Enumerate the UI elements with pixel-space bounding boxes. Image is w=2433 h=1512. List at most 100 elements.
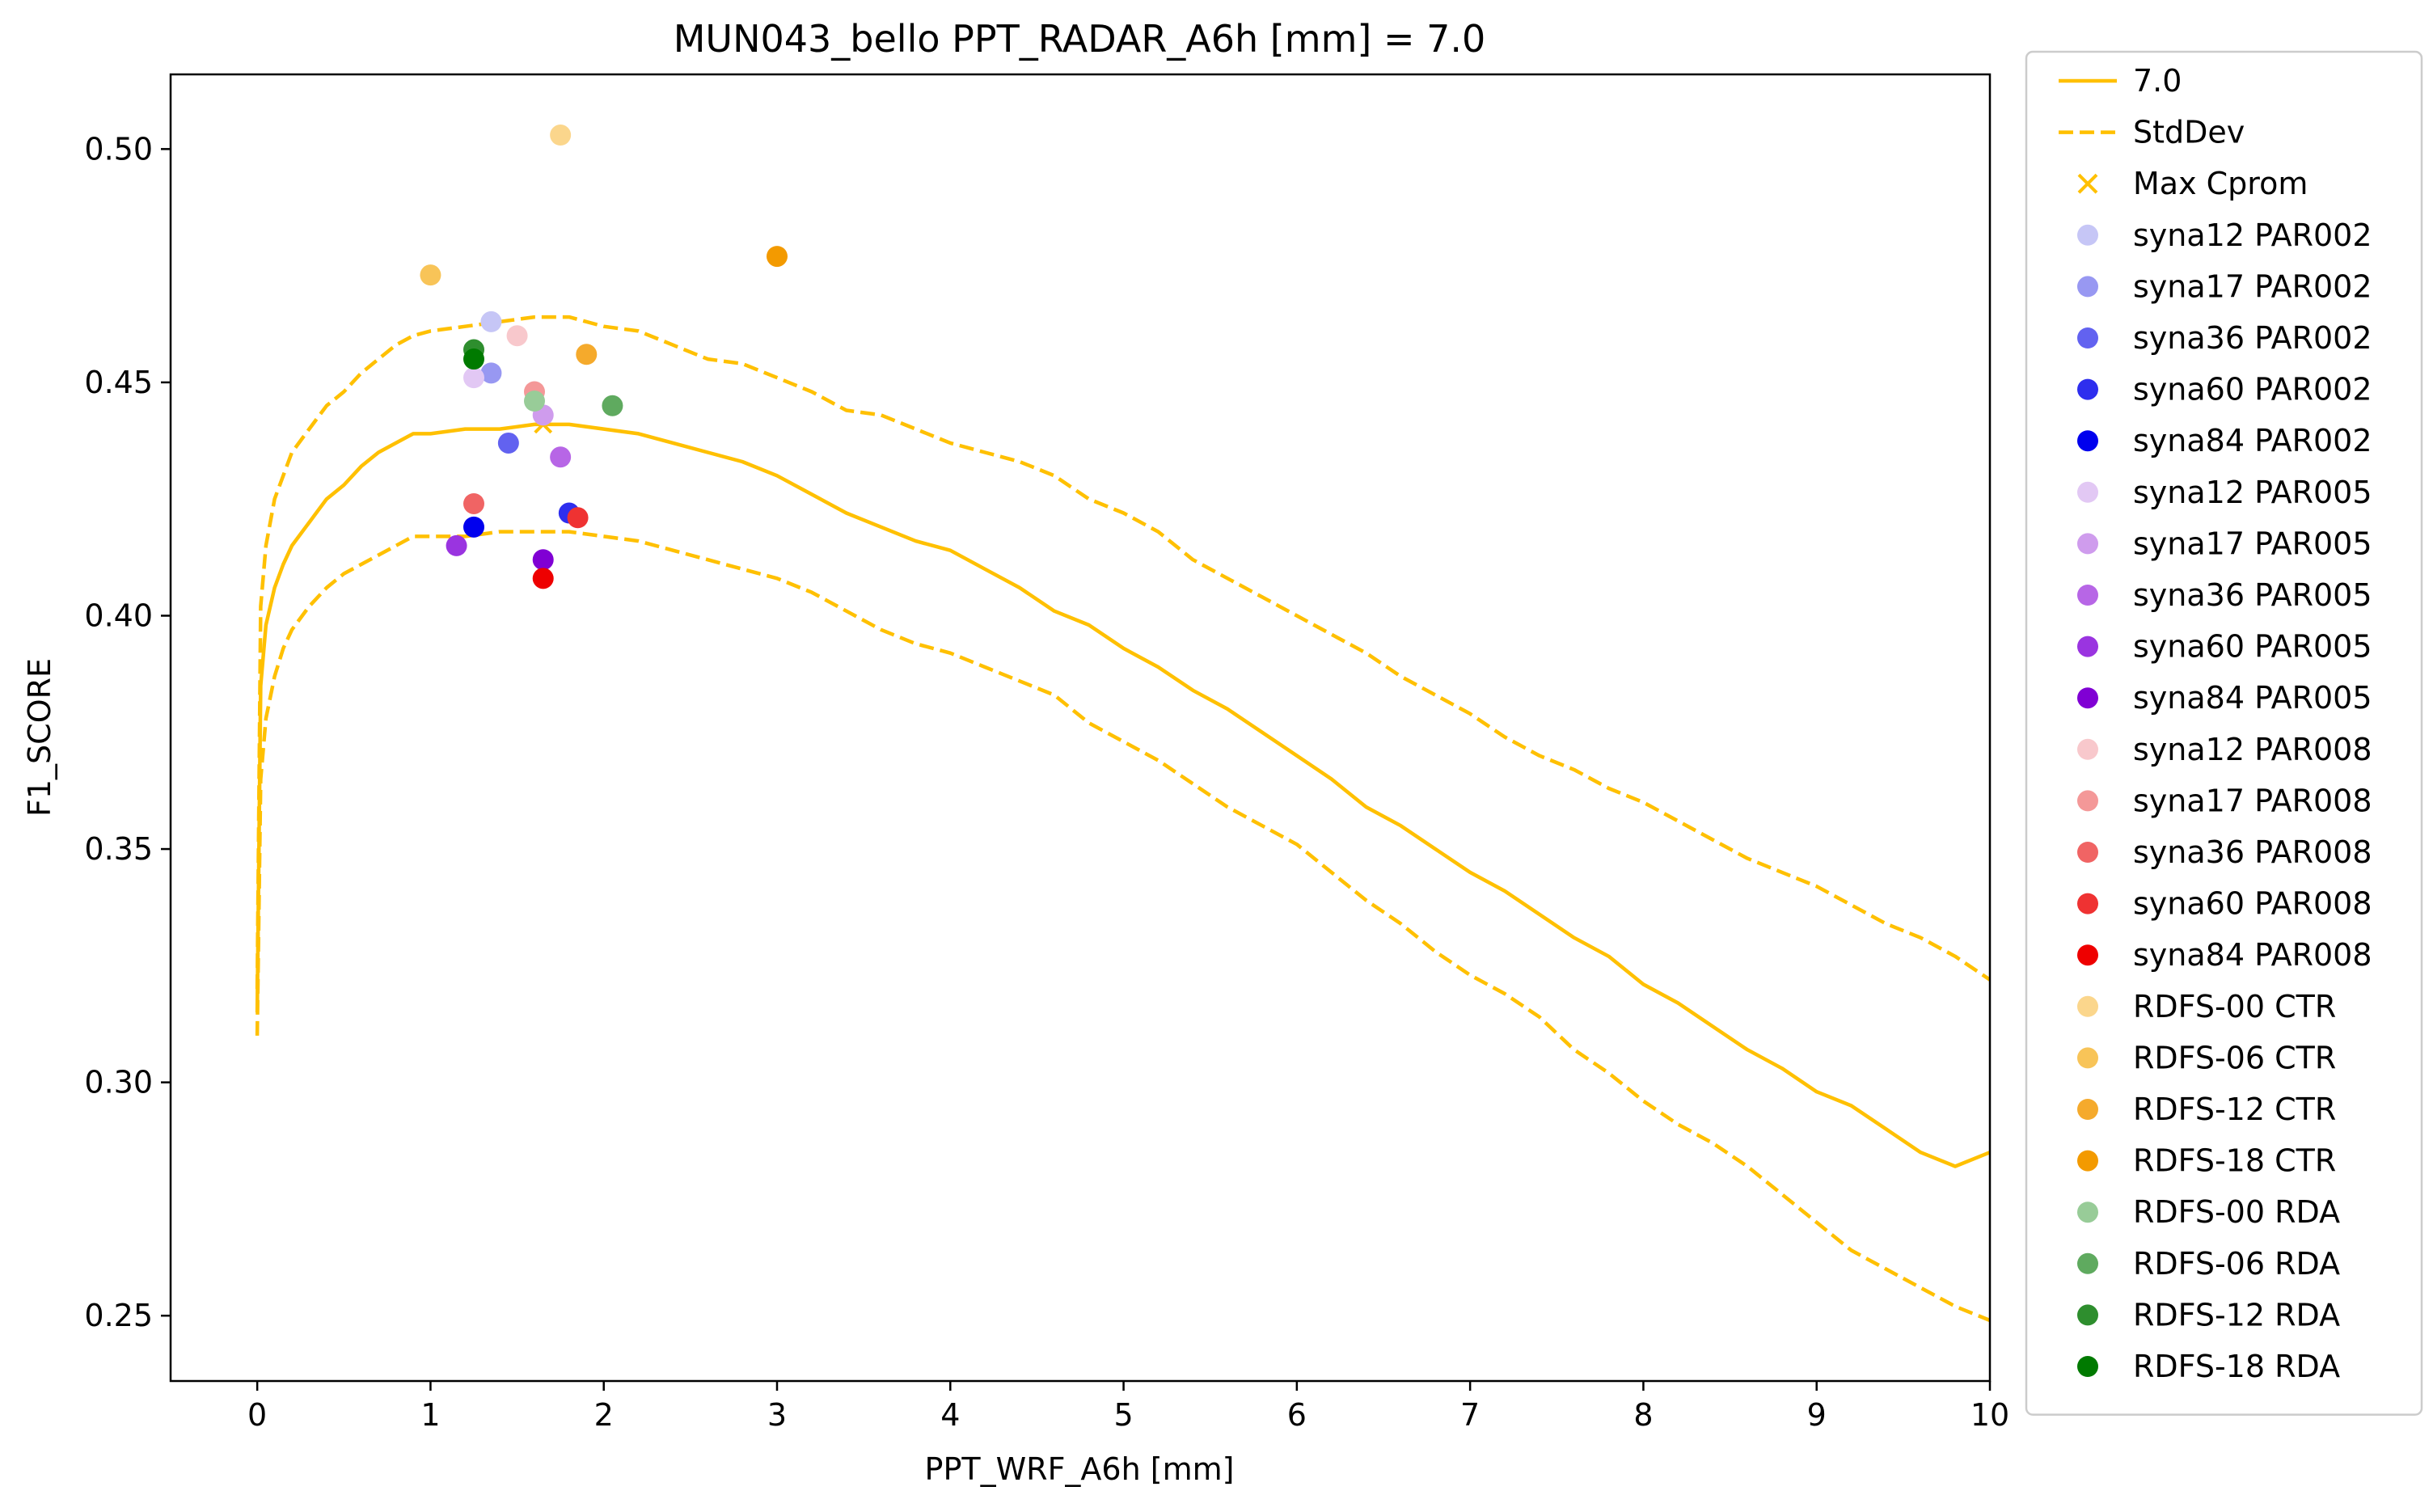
legend-item: syna12 PAR005 [2077,475,2372,510]
point-syna12-par005 [463,367,484,389]
point-rdfs-18-rda [463,348,484,370]
legend-swatch [2077,636,2098,657]
legend-swatch [2077,790,2098,812]
legend-label: syna60 PAR005 [2133,629,2372,665]
y-axis-label: F1_SCORE [22,658,57,817]
x-tick-label: 0 [247,1397,267,1433]
legend-swatch [2077,1099,2098,1120]
legend-item: syna36 PAR002 [2077,320,2372,356]
point-rdfs-00-rda [524,391,545,412]
legend-frame [2025,50,2423,1416]
legend-swatch [2077,481,2098,503]
legend-swatch [2077,327,2098,348]
legend-item: 7.0 [2059,63,2182,99]
legend-label: RDFS-00 RDA [2133,1194,2340,1230]
legend-swatch [2077,1150,2098,1172]
point-syna84-par008 [532,568,554,589]
legend-swatch [2077,430,2098,452]
y-axis: 0.25 0.30 0.35 0.40 0.45 0.50 [84,131,171,1333]
legend-label: syna60 PAR008 [2133,886,2372,922]
legend: 7.0 StdDev Max Cprom syna12 PAR002 syna17 PA… [2025,50,2423,1416]
plot-frame [169,73,1992,1383]
x-tick-label: 8 [1633,1397,1653,1433]
legend-item: StdDev [2059,115,2245,150]
legend-label: RDFS-18 RDA [2133,1349,2340,1384]
legend-label: RDFS-12 CTR [2133,1092,2336,1127]
y-tick-label: 0.25 [84,1298,153,1333]
x-tick-label: 1 [420,1397,440,1433]
point-rdfs-06-ctr [420,264,441,286]
legend-swatch [2077,173,2098,194]
legend-swatch [2077,1047,2098,1069]
legend-label: syna84 PAR002 [2133,423,2372,458]
legend-swatch [2077,378,2098,400]
legend-label: syna36 PAR002 [2133,320,2372,356]
point-rdfs-00-ctr [550,125,572,146]
x-tick-label: 9 [1807,1397,1827,1433]
legend-swatch [2077,1252,2098,1274]
legend-item: RDFS-12 RDA [2077,1297,2340,1333]
x-tick-label: 6 [1287,1397,1307,1433]
legend-item: RDFS-18 RDA [2077,1349,2340,1384]
legend-swatch [2077,1304,2098,1326]
mean-line [255,422,1991,1168]
legend-item: syna17 PAR005 [2077,526,2372,561]
legend-swatch [2077,738,2098,760]
point-rdfs-18-ctr [767,246,788,268]
legend-item: syna60 PAR005 [2077,629,2372,665]
legend-swatch [2077,995,2098,1017]
x-tick-label: 4 [940,1397,960,1433]
x-tick-label: 7 [1460,1397,1480,1433]
legend-swatch [2077,1202,2098,1223]
legend-label: syna17 PAR008 [2133,783,2372,818]
legend-item: syna84 PAR008 [2077,937,2372,973]
legend-label: Max Cprom [2133,166,2308,201]
legend-label: RDFS-06 RDA [2133,1246,2340,1282]
legend-item: RDFS-06 RDA [2077,1246,2340,1282]
legend-swatch [2077,224,2098,246]
legend-swatch [2077,944,2098,966]
chart-title: MUN043_bello PPT_RADAR_A6h [mm] = 7.0 [674,17,1486,61]
legend-swatch [2077,1356,2098,1377]
legend-label: syna17 PAR002 [2133,268,2372,304]
legend-item: syna17 PAR002 [2077,268,2372,304]
legend-item: RDFS-18 CTR [2077,1143,2336,1179]
point-syna60-par005 [446,534,467,556]
point-syna60-par008 [567,507,589,529]
y-tick-label: 0.45 [84,365,153,400]
legend-item: Max Cprom [2077,166,2308,201]
y-tick-label: 0.40 [84,598,153,633]
legend-item: syna17 PAR008 [2077,783,2372,818]
legend-label: syna17 PAR005 [2133,526,2372,561]
legend-swatch [2077,585,2098,606]
x-tick-label: 3 [767,1397,787,1433]
point-syna17-par002 [480,362,502,384]
plot-area [255,125,1992,1323]
x-tick-label: 2 [594,1397,614,1433]
legend-label: RDFS-12 RDA [2133,1297,2340,1333]
legend-item: syna84 PAR002 [2077,423,2372,458]
legend-item: RDFS-00 CTR [2077,989,2336,1024]
point-syna84-par002 [463,516,484,538]
point-syna36-par002 [497,432,519,454]
legend-label: 7.0 [2133,63,2182,99]
y-tick-label: 0.30 [84,1065,153,1100]
legend-swatch [2077,276,2098,298]
x-tick-label: 10 [1970,1397,2009,1433]
legend-item: syna12 PAR008 [2077,732,2372,767]
y-tick-label: 0.35 [84,831,153,867]
legend-item: syna36 PAR008 [2077,834,2372,870]
legend-item: syna12 PAR002 [2077,218,2372,253]
legend-label: RDFS-06 CTR [2133,1040,2336,1075]
point-syna84-par005 [532,549,554,571]
legend-label: syna84 PAR008 [2133,937,2372,973]
legend-label: RDFS-00 CTR [2133,989,2336,1024]
y-tick-label: 0.50 [84,131,153,167]
legend-swatch [2077,687,2098,709]
point-rdfs-12-ctr [576,344,598,365]
legend-swatch [2077,533,2098,555]
legend-label: RDFS-18 CTR [2133,1143,2336,1179]
legend-label: syna12 PAR002 [2133,218,2372,253]
x-axis: 0 1 2 3 4 5 6 7 8 9 10 [247,1381,2009,1433]
